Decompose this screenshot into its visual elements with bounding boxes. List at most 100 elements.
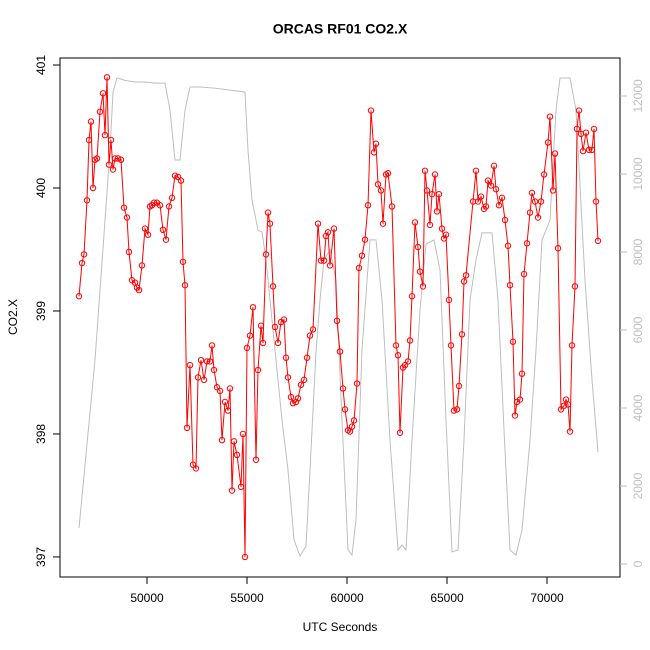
data-point bbox=[540, 171, 548, 178]
data-point bbox=[509, 338, 517, 345]
data-point bbox=[544, 139, 552, 146]
data-point bbox=[183, 424, 191, 432]
data-point bbox=[431, 171, 439, 178]
y-tick-label: 401 bbox=[34, 55, 48, 75]
data-point bbox=[462, 272, 470, 279]
x-axis-label: UTC Seconds bbox=[303, 620, 378, 634]
x-tick-label: 65000 bbox=[430, 591, 464, 605]
data-point bbox=[228, 487, 236, 494]
data-point bbox=[460, 278, 468, 285]
data-point bbox=[138, 262, 146, 269]
data-point bbox=[423, 187, 431, 194]
data-point bbox=[287, 393, 295, 401]
data-point bbox=[341, 406, 349, 413]
data-point bbox=[75, 293, 83, 300]
data-point bbox=[537, 198, 545, 205]
data-point bbox=[416, 268, 424, 275]
data-point bbox=[141, 225, 149, 232]
data-point bbox=[230, 438, 238, 445]
data-point bbox=[99, 90, 107, 97]
data-point bbox=[551, 150, 559, 157]
data-point bbox=[233, 451, 241, 459]
data-point bbox=[534, 214, 542, 221]
data-point bbox=[498, 194, 506, 202]
data-point bbox=[105, 161, 113, 168]
data-point bbox=[455, 382, 463, 390]
plot-frame bbox=[59, 57, 621, 578]
data-point bbox=[520, 270, 528, 278]
data-point bbox=[103, 74, 111, 81]
data-point bbox=[330, 225, 338, 232]
data-point bbox=[566, 428, 574, 435]
data-point bbox=[111, 155, 119, 162]
data-point bbox=[216, 387, 224, 395]
data-point bbox=[156, 202, 164, 209]
data-point bbox=[474, 198, 482, 205]
data-point bbox=[336, 348, 344, 355]
data-point bbox=[150, 199, 158, 206]
data-point bbox=[200, 376, 208, 384]
y2-tick-label: 0 bbox=[631, 560, 645, 567]
data-point bbox=[440, 235, 448, 242]
data-point bbox=[388, 203, 396, 210]
data-point bbox=[280, 316, 288, 323]
data-point bbox=[592, 198, 600, 205]
data-point bbox=[271, 323, 279, 331]
x-tick-label: 60000 bbox=[330, 591, 364, 605]
data-point bbox=[249, 304, 257, 311]
data-point bbox=[406, 337, 414, 344]
data-point bbox=[210, 366, 218, 374]
data-point bbox=[590, 125, 598, 133]
data-point bbox=[186, 361, 194, 369]
data-point bbox=[372, 140, 380, 147]
data-point bbox=[269, 283, 277, 290]
data-point bbox=[226, 385, 234, 392]
data-point bbox=[289, 400, 297, 407]
data-point bbox=[523, 240, 531, 247]
data-point bbox=[516, 396, 524, 403]
data-point bbox=[85, 136, 93, 144]
data-point bbox=[487, 182, 495, 189]
data-point bbox=[419, 283, 427, 290]
x-tick-label: 70000 bbox=[530, 591, 564, 605]
data-point bbox=[339, 385, 347, 392]
data-point bbox=[252, 456, 260, 463]
data-point bbox=[208, 342, 216, 349]
data-point bbox=[575, 107, 583, 114]
data-point bbox=[80, 251, 88, 258]
data-point bbox=[135, 286, 143, 294]
data-point bbox=[450, 407, 458, 414]
data-point bbox=[162, 236, 170, 243]
data-point bbox=[396, 429, 404, 436]
data-point bbox=[518, 370, 526, 377]
data-point bbox=[501, 216, 509, 224]
data-point bbox=[171, 172, 179, 179]
data-point bbox=[282, 354, 290, 361]
data-point bbox=[594, 237, 602, 245]
data-point bbox=[322, 232, 330, 240]
data-point bbox=[379, 220, 387, 227]
data-point bbox=[125, 248, 133, 256]
data-point bbox=[526, 209, 534, 216]
data-point bbox=[241, 553, 249, 561]
data-point bbox=[179, 258, 187, 265]
data-point bbox=[117, 156, 125, 163]
data-point bbox=[404, 358, 412, 365]
data-point bbox=[218, 436, 226, 444]
x-tick-label: 55000 bbox=[230, 591, 264, 605]
data-point bbox=[445, 296, 453, 304]
data-point bbox=[458, 331, 466, 338]
y2-tick-label: 10000 bbox=[631, 157, 645, 191]
data-point bbox=[297, 381, 305, 388]
data-point bbox=[504, 242, 512, 249]
data-point bbox=[588, 146, 596, 154]
data-point bbox=[165, 203, 173, 210]
data-point bbox=[528, 189, 536, 197]
data-point bbox=[206, 358, 214, 365]
data-point bbox=[109, 166, 117, 173]
data-line bbox=[78, 77, 599, 557]
data-point bbox=[554, 245, 562, 252]
data-point bbox=[549, 187, 557, 194]
data-point bbox=[484, 177, 492, 184]
data-point bbox=[239, 430, 247, 438]
